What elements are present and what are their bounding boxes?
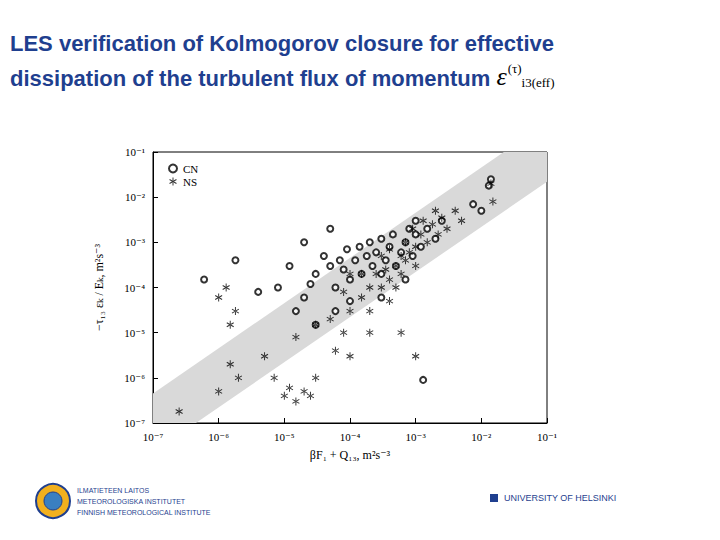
svg-text:LES verification of Kolmogorov: LES verification of Kolmogorov closure f… xyxy=(10,31,554,56)
svg-text:10⁻⁴: 10⁻⁴ xyxy=(340,431,361,443)
svg-text:METEOROLOGISKA INSTITUTET: METEOROLOGISKA INSTITUTET xyxy=(77,498,186,505)
svg-text:10⁻²: 10⁻² xyxy=(125,191,146,203)
svg-text:−τ₁₃ εₖ / Eₖ, m²s⁻³: −τ₁₃ εₖ / Eₖ, m²s⁻³ xyxy=(92,244,106,331)
svg-text:(τ): (τ) xyxy=(508,61,522,76)
svg-text:UNIVERSITY OF HELSINKI: UNIVERSITY OF HELSINKI xyxy=(504,493,616,503)
svg-text:10⁻⁴: 10⁻⁴ xyxy=(124,282,145,294)
svg-text:ε: ε xyxy=(496,62,507,91)
svg-text:10⁻¹: 10⁻¹ xyxy=(125,146,145,158)
svg-text:10⁻⁷: 10⁻⁷ xyxy=(124,417,145,429)
svg-text:i3(eff): i3(eff) xyxy=(522,75,555,90)
svg-text:10⁻⁵: 10⁻⁵ xyxy=(274,431,295,443)
svg-text:10⁻³: 10⁻³ xyxy=(125,236,146,248)
svg-text:10⁻⁶: 10⁻⁶ xyxy=(124,372,145,384)
svg-text:10⁻⁵: 10⁻⁵ xyxy=(124,327,145,339)
svg-text:10⁻²: 10⁻² xyxy=(471,431,492,443)
svg-text:dissipation of the turbulent f: dissipation of the turbulent flux of mom… xyxy=(10,66,496,91)
svg-text:10⁻³: 10⁻³ xyxy=(406,431,427,443)
svg-text:NS: NS xyxy=(183,176,197,188)
svg-text:FINNISH METEOROLOGICAL INSTITU: FINNISH METEOROLOGICAL INSTITUTE xyxy=(77,509,211,516)
svg-text:ILMATIETEEN LAITOS: ILMATIETEEN LAITOS xyxy=(77,487,149,494)
svg-text:10⁻⁶: 10⁻⁶ xyxy=(208,431,229,443)
svg-text:10⁻⁷: 10⁻⁷ xyxy=(143,431,164,443)
svg-text:βF₁ + Q₁₃, m²s⁻³: βF₁ + Q₁₃, m²s⁻³ xyxy=(310,448,391,462)
svg-text:10⁻¹: 10⁻¹ xyxy=(537,431,557,443)
svg-text:CN: CN xyxy=(183,163,198,175)
